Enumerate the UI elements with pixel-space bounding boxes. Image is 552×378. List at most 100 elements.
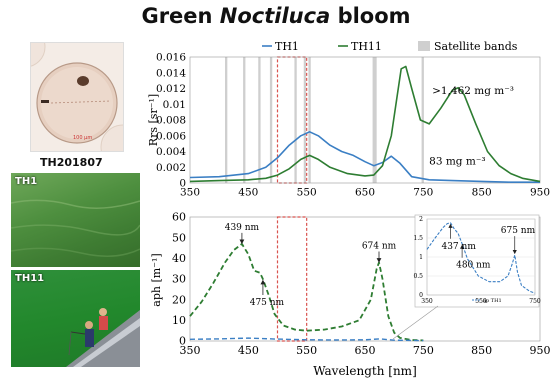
satellite-band-6 [308,57,311,183]
x-tick-350: 350 [180,344,201,357]
aph-series [189,242,424,342]
th1-photo: TH1 [11,173,140,267]
title-prefix: Green [141,4,220,28]
aph-line-th1 [189,337,424,342]
y-tick-3: 0.006 [156,130,186,142]
y-tick-4: 2 [419,216,423,223]
annotation-th11-concentration: >1,462 mg m⁻³ [432,85,514,97]
legend-th1: TH1 [275,40,299,53]
satellite-band-7 [372,57,377,183]
y-tick-6: 0.012 [156,83,186,95]
annotation-th1-concentration: 83 mg m⁻³ [429,155,485,167]
y-tick-7: 0.014 [156,67,186,79]
rrs-series [189,65,541,183]
x-tick-550: 550 [475,298,487,305]
x-tick-750: 750 [413,187,433,199]
satellite-band-group [225,56,424,184]
y-tick-8: 0.016 [156,52,186,64]
x-tick-450: 450 [238,187,258,199]
x-tick-950: 950 [530,187,550,199]
rrs-plot-frame [189,56,541,184]
legend-th11: TH11 [351,40,382,53]
microscope-caption: TH201807 [40,156,103,169]
y-tick-1: 0.002 [156,162,186,174]
satellite-band-5 [303,57,307,183]
satellite-band-1 [243,57,246,183]
x-tick-450: 450 [238,344,259,357]
th11-boat-scene [66,308,140,367]
satellite-band-3 [269,57,273,183]
y-tick-0: 0 [179,178,186,190]
th11-photo: TH11 [11,270,140,367]
rrs-highlight-box [276,56,308,184]
y-tick-4: 0.008 [156,115,186,127]
inset-legend: ap TH1 [483,298,502,304]
x-tick-350: 350 [421,298,433,305]
th1-water-texture [11,199,140,257]
x-tick-350: 350 [180,187,200,199]
inset-frame [414,214,540,308]
y-tick-1: 0.5 [413,273,423,280]
aph-highlight-box [276,216,308,342]
rrs-axes: 350 450 550 650 750 850 950 0 0.002 0.004 0.006 0.0… [156,52,550,199]
y-tick-2: 20 [172,293,186,306]
scale-bar-label: 100 μm [73,135,93,141]
aph-annotations: 439 nm 475 nm 674 nm [225,223,397,308]
slide-title: Green Noctiluca bloom [0,4,552,28]
rrs-chart: 350 450 550 650 750 850 950 0 0.002 0.004 0.006 0.0… [147,40,550,199]
x-tick-850: 850 [471,344,492,357]
x-tick-750: 750 [529,298,541,305]
x-tick-850: 850 [472,187,492,199]
annotation-439nm: 439 nm [225,223,260,233]
th1-label: TH1 [15,176,38,187]
y-tick-3: 30 [172,273,186,286]
inset-axes: 350 550 750 0 0.5 1 1.5 2 [413,216,540,305]
legend-swatch-bands [418,41,430,51]
satellite-band-8 [421,57,424,183]
aph-plot-frame [189,216,541,342]
annotation-475nm: 475 nm [250,298,285,308]
x-axis-label: Wavelength [nm] [313,364,417,378]
satellite-band-4 [294,57,297,183]
y-tick-6: 60 [172,211,186,224]
microscope-illustration [31,43,123,151]
x-tick-950: 950 [530,344,551,357]
inset-pointer-line [392,305,439,340]
title-species: Noctiluca [219,4,331,28]
y-tick-2: 0.004 [156,146,186,158]
aph-line-th11 [189,242,424,342]
y-tick-4: 40 [172,252,186,265]
x-tick-750: 750 [413,344,434,357]
y-tick-1: 10 [172,314,186,327]
inset-annotation-480nm: 480 nm [456,261,491,271]
satellite-band-2 [258,57,261,183]
y-tick-2: 1 [419,254,423,261]
rrs-legend: TH1 TH11 Satellite bands [262,40,518,53]
y-tick-0: 0 [419,292,423,299]
satellite-band-0 [225,57,228,183]
annotation-674nm: 674 nm [362,241,397,251]
microscope-photo: 100 μm [30,42,124,152]
title-suffix: bloom [330,4,411,28]
x-tick-650: 650 [355,344,376,357]
rrs-line-th1 [189,131,540,183]
inset-annotation-437nm: 437 nm [441,242,476,252]
x-tick-650: 650 [355,187,375,199]
th11-label: TH11 [15,273,45,284]
rrs-y-axis-label: Rrs [sr⁻¹] [147,94,160,146]
y-tick-5: 0.01 [163,99,186,111]
y-tick-5: 50 [172,231,186,244]
inset-annotation-675nm: 675 nm [501,226,536,236]
x-tick-550: 550 [296,344,317,357]
inset-series [426,222,536,294]
legend-satellite-bands: Satellite bands [434,40,518,53]
aph-y-axis-label: aph [m⁻¹] [150,253,163,306]
y-tick-0: 0 [179,335,186,348]
inset-line-ap-th1 [426,222,536,294]
x-tick-550: 550 [297,187,317,199]
